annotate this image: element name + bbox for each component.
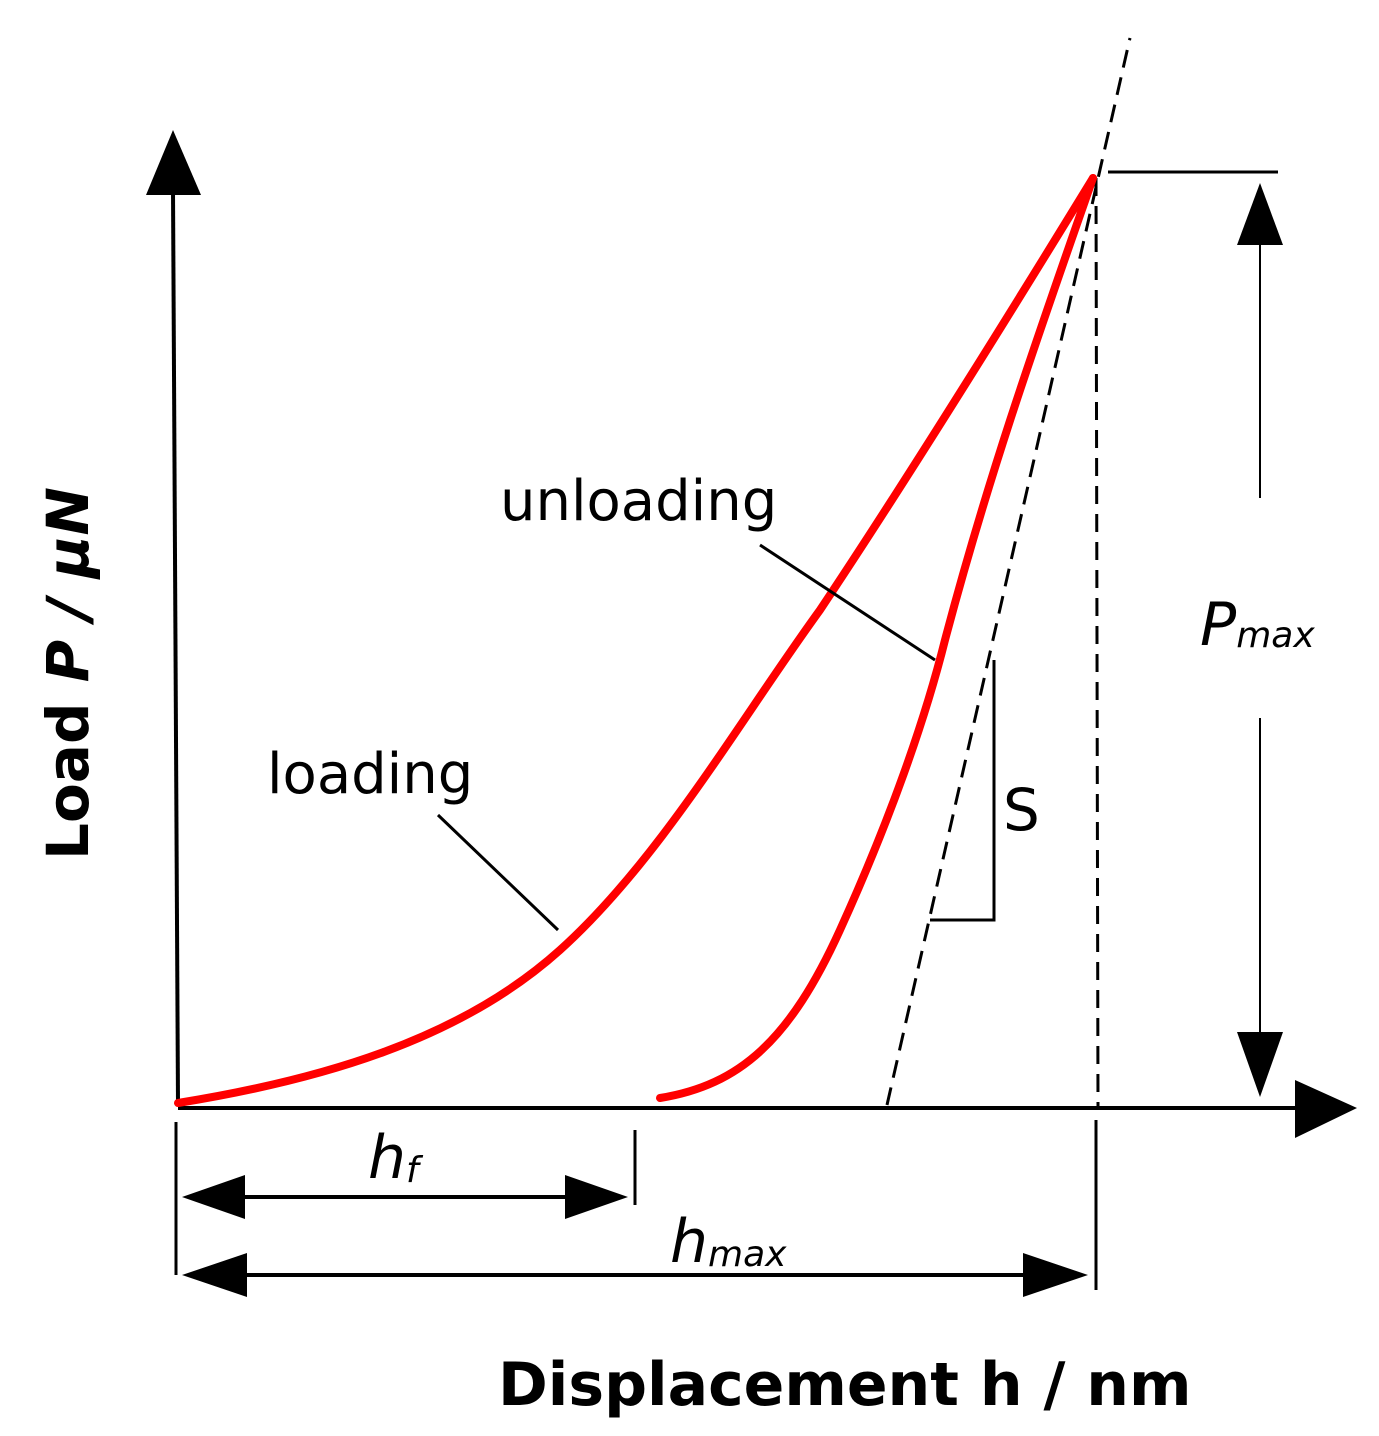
hmax-arrow-right-head (1023, 1253, 1088, 1297)
hmax-label-main: h (670, 1207, 708, 1277)
hmax-label: hmax (670, 1207, 787, 1277)
unloading-curve (656, 174, 1097, 1102)
stiffness-triangle (930, 660, 996, 922)
pmax-label-main: P (1200, 590, 1237, 660)
pmax-label: Pmax (1200, 590, 1315, 660)
hmax-arrow-left-head (182, 1253, 247, 1297)
hf-arrow-left-head (182, 1175, 245, 1219)
y-axis-label: Load P / μN (34, 487, 102, 860)
hf-label: hf (368, 1123, 424, 1193)
y-axis-label-prefix: Load (34, 682, 102, 860)
loading-curve (174, 174, 1097, 1107)
pmax-arrow-down-head (1237, 1032, 1283, 1097)
unloading-label: unloading (500, 469, 777, 534)
loading-leader-line (436, 813, 560, 932)
y-axis-arrowhead (146, 130, 201, 195)
tangent-dashed-line (885, 37, 1132, 1106)
hmax-dashed-line (1094, 177, 1100, 1109)
hmax-label-sub: max (708, 1234, 787, 1275)
loading-label: loading (267, 742, 473, 807)
unloading-leader-line (759, 543, 936, 662)
x-axis-label: Displacement h / nm (498, 1350, 1192, 1420)
x-axis-arrowhead (1295, 1080, 1357, 1138)
hf-arrow-right-head (565, 1175, 628, 1219)
y-axis-line (171, 189, 180, 1106)
stiffness-label: S (1003, 776, 1040, 844)
y-axis-label-symbol: P / μN (34, 487, 102, 682)
hf-label-main: h (368, 1123, 406, 1193)
pmax-label-sub: max (1236, 615, 1315, 656)
hf-label-sub: f (406, 1150, 424, 1191)
pmax-arrow-up-head (1237, 183, 1283, 245)
